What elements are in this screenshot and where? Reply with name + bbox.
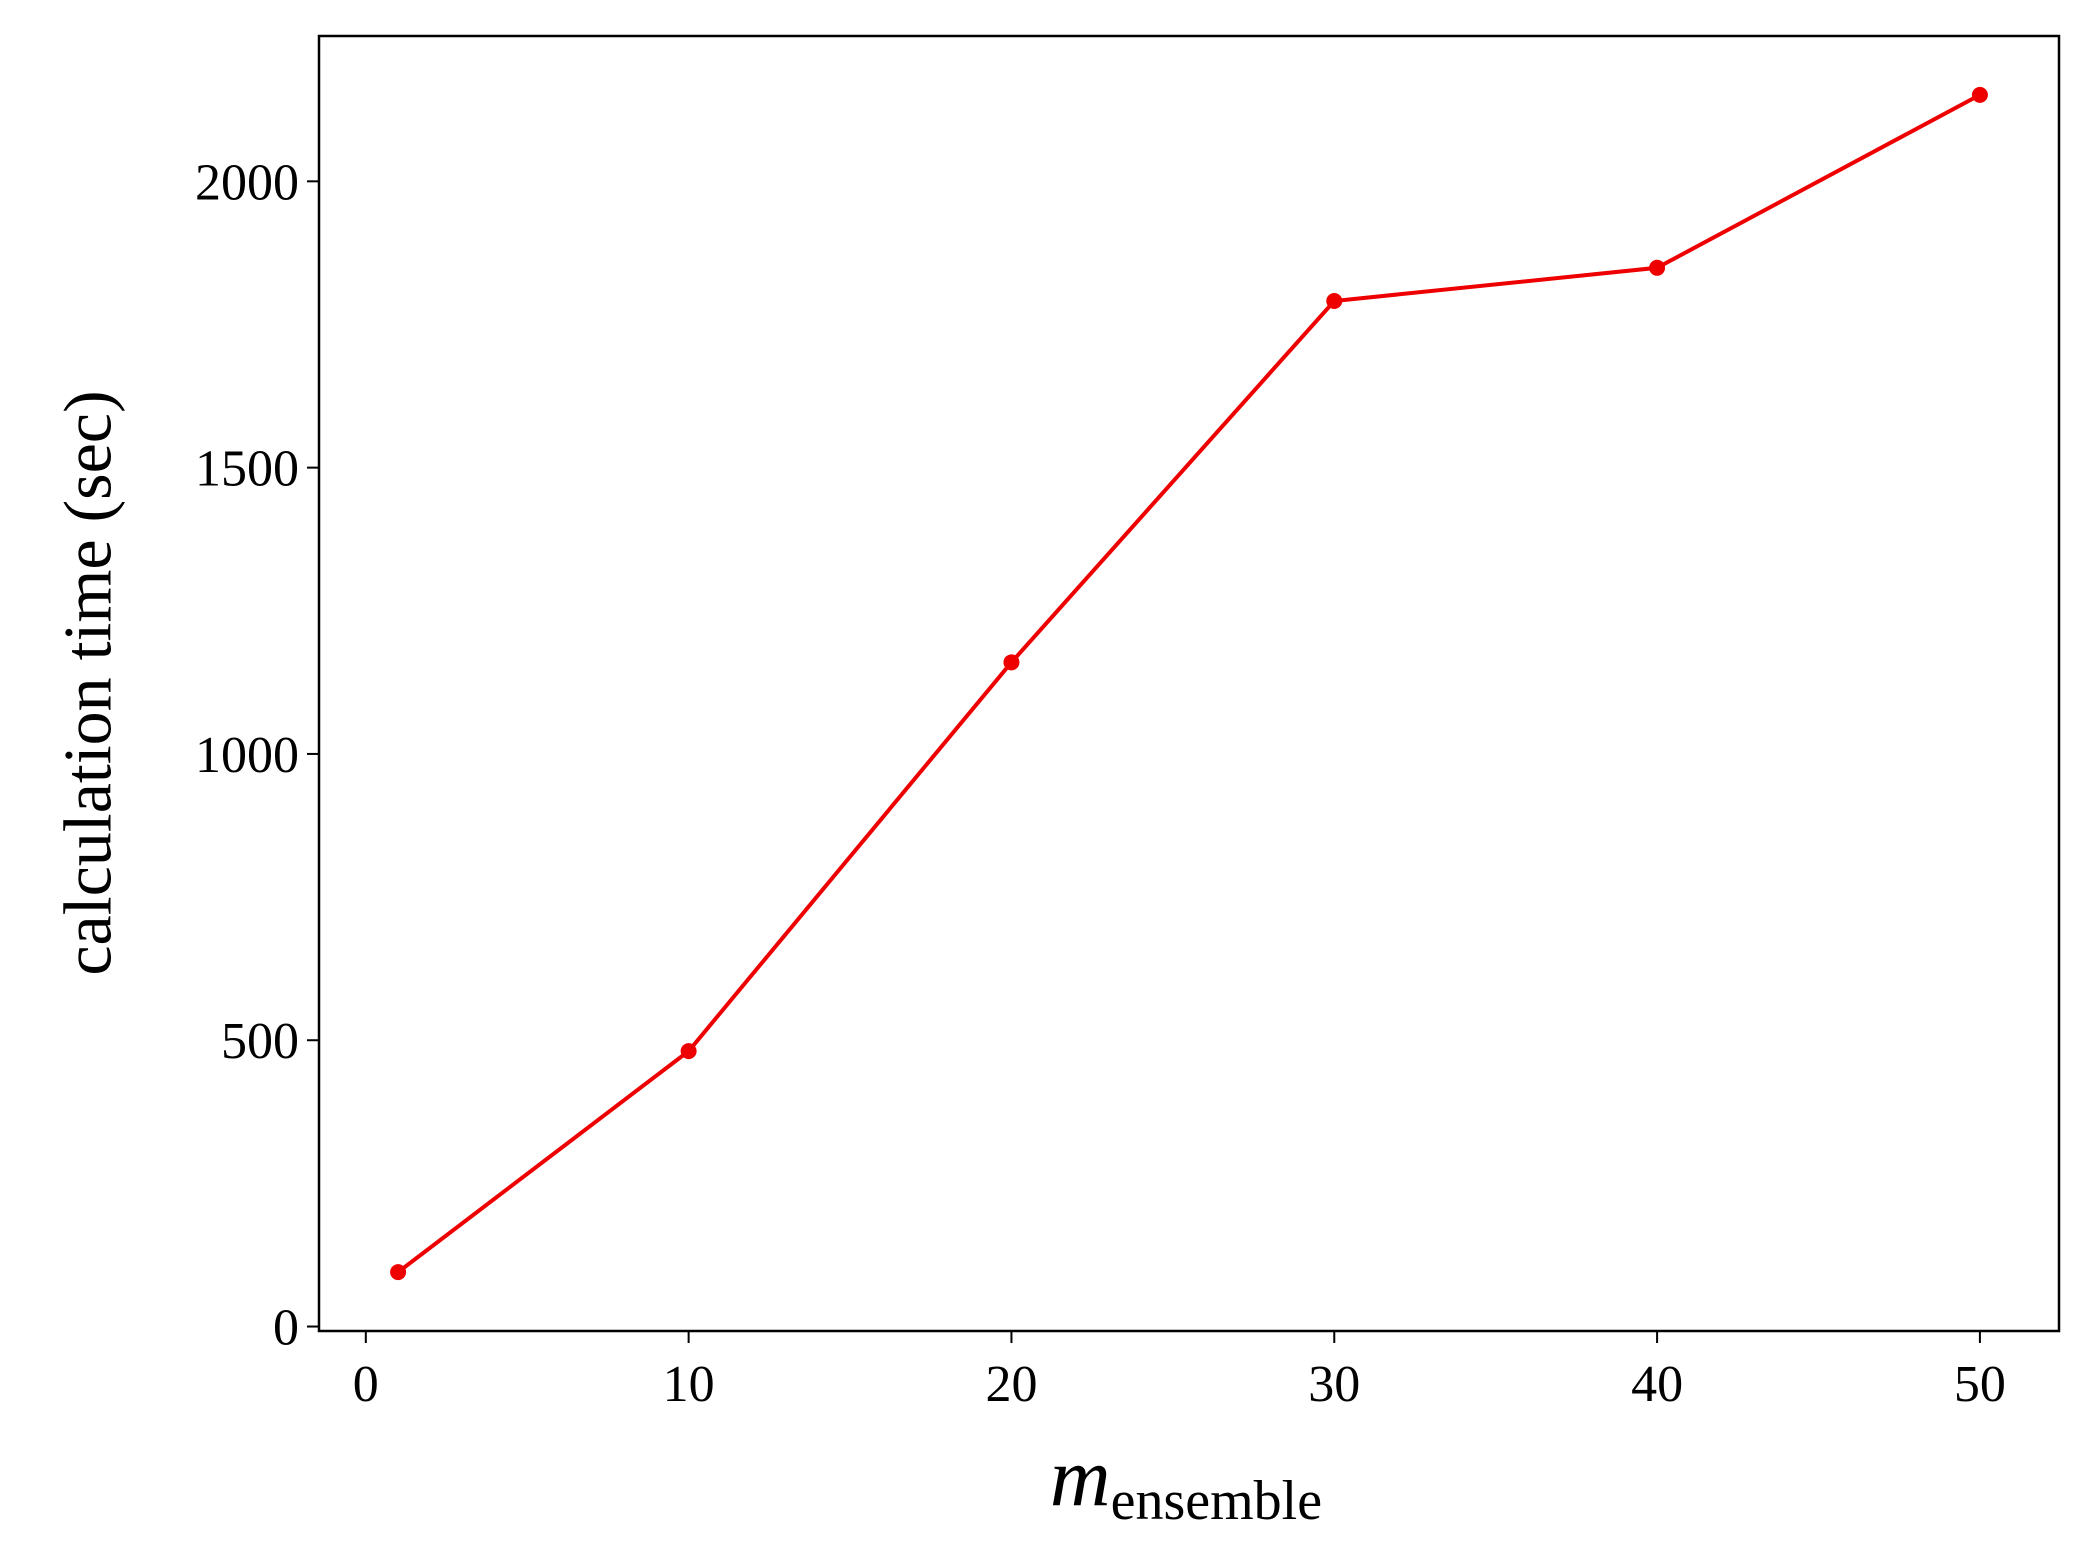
data-point: [390, 1264, 407, 1281]
x-tick-label: 30: [1308, 1356, 1360, 1413]
x-tick-label: 40: [1631, 1356, 1683, 1413]
x-tick-label: 10: [663, 1356, 715, 1413]
data-point: [680, 1043, 697, 1060]
y-tick-label: 1500: [195, 441, 299, 498]
y-tick-label: 1000: [195, 727, 299, 784]
data-point: [1326, 293, 1343, 310]
x-label-subscript: ensemble: [1111, 1470, 1322, 1532]
x-tick-label: 20: [985, 1356, 1037, 1413]
y-tick-label: 2000: [195, 154, 299, 211]
x-label-main: m: [1050, 1431, 1111, 1524]
x-tick-label: 50: [1954, 1356, 2006, 1413]
plot-frame: [317, 34, 2061, 1333]
data-line: [396, 93, 1981, 1274]
y-axis-label: calculation time (sec): [50, 390, 126, 975]
data-point: [1971, 86, 1988, 103]
data-point: [1003, 654, 1020, 671]
data-point: [1649, 259, 1666, 276]
x-axis-label: mensemble: [1050, 1431, 1322, 1532]
y-tick-label: 500: [221, 1013, 299, 1070]
x-tick-label: 0: [353, 1356, 379, 1413]
y-tick-label: 0: [273, 1300, 299, 1357]
